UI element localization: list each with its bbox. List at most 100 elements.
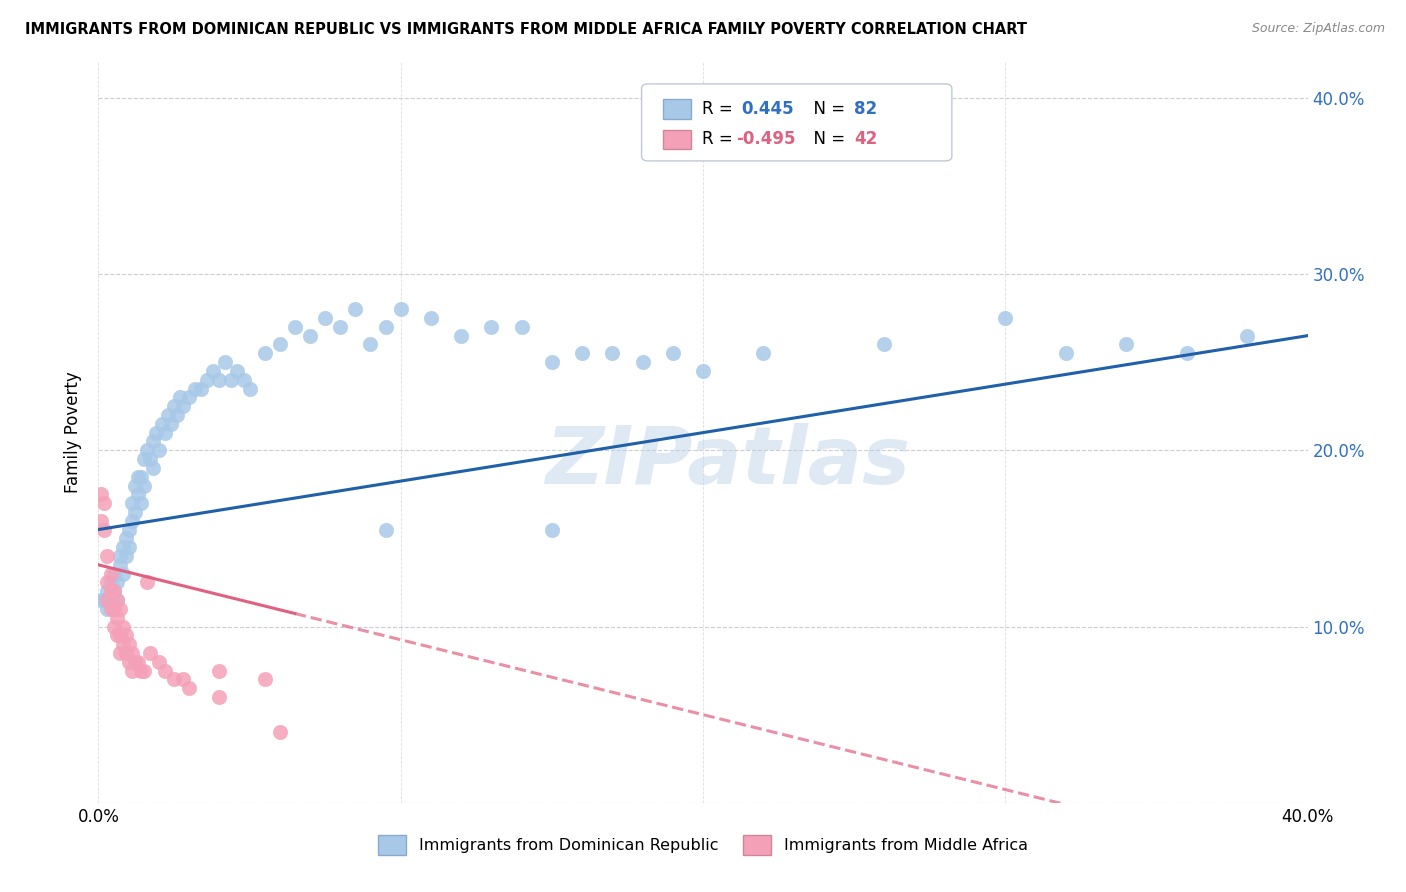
Point [142,461,165,475]
Point [190,382,212,396]
Point [114,549,136,563]
Point [93,523,115,537]
Point [163,673,186,687]
Point [148,443,170,458]
Point [96,575,118,590]
Point [299,328,322,343]
Point [329,319,352,334]
Point [124,478,146,492]
Point [873,337,896,351]
Point [111,637,134,651]
Point [118,523,141,537]
Point [269,725,291,739]
Point [103,566,125,581]
Point [1175,346,1198,360]
Point [571,346,593,360]
Point [108,646,131,660]
Point [111,540,134,554]
Point [269,337,291,351]
Point [153,425,176,440]
Point [540,355,562,369]
Text: -0.495: -0.495 [735,130,796,148]
Text: 82: 82 [853,100,877,118]
Point [96,593,118,607]
Point [105,593,128,607]
Point [132,664,155,678]
Point [184,382,207,396]
Point [118,655,141,669]
Point [111,619,134,633]
Point [124,505,146,519]
Point [374,523,396,537]
Point [96,584,118,599]
Point [118,637,141,651]
Point [139,452,162,467]
Point [253,346,276,360]
Point [179,390,201,404]
Point [100,575,122,590]
Point [100,602,122,616]
Point [114,532,136,546]
Text: Source: ZipAtlas.com: Source: ZipAtlas.com [1251,22,1385,36]
Point [389,302,412,317]
Point [108,558,131,572]
Point [100,593,122,607]
Point [103,584,125,599]
Point [121,664,143,678]
Point [129,469,152,483]
Point [108,549,131,563]
Point [169,390,191,404]
Text: R =: R = [702,130,738,148]
Point [127,469,149,483]
Point [103,619,125,633]
Point [114,628,136,642]
Point [103,602,125,616]
Point [156,408,179,422]
Point [374,319,396,334]
Point [172,673,194,687]
Point [90,593,112,607]
Point [96,549,118,563]
Point [142,434,165,449]
Point [129,664,152,678]
Point [214,355,236,369]
Point [481,319,503,334]
Point [202,364,225,378]
Point [232,373,254,387]
Point [90,514,112,528]
Point [510,319,533,334]
Point [100,584,122,599]
Point [1115,337,1137,351]
Point [160,417,183,431]
Legend: Immigrants from Dominican Republic, Immigrants from Middle Africa: Immigrants from Dominican Republic, Immi… [371,828,1035,862]
Point [105,575,128,590]
Point [127,655,149,669]
Point [360,337,382,351]
Y-axis label: Family Poverty: Family Poverty [65,372,83,493]
Point [344,302,367,317]
Point [994,311,1017,326]
Point [420,311,443,326]
Point [179,681,201,696]
Point [105,593,128,607]
Point [135,575,157,590]
Text: N =: N = [803,100,851,118]
Point [208,690,231,704]
Point [540,523,562,537]
Point [226,364,249,378]
Text: R =: R = [702,100,738,118]
Point [239,382,262,396]
Point [135,443,157,458]
Point [692,364,714,378]
Point [114,646,136,660]
Point [284,319,307,334]
Point [132,478,155,492]
Point [132,452,155,467]
Point [208,373,231,387]
Point [752,346,775,360]
Point [221,373,243,387]
Point [93,496,115,510]
Point [124,655,146,669]
Point [195,373,218,387]
Text: 0.445: 0.445 [741,100,794,118]
